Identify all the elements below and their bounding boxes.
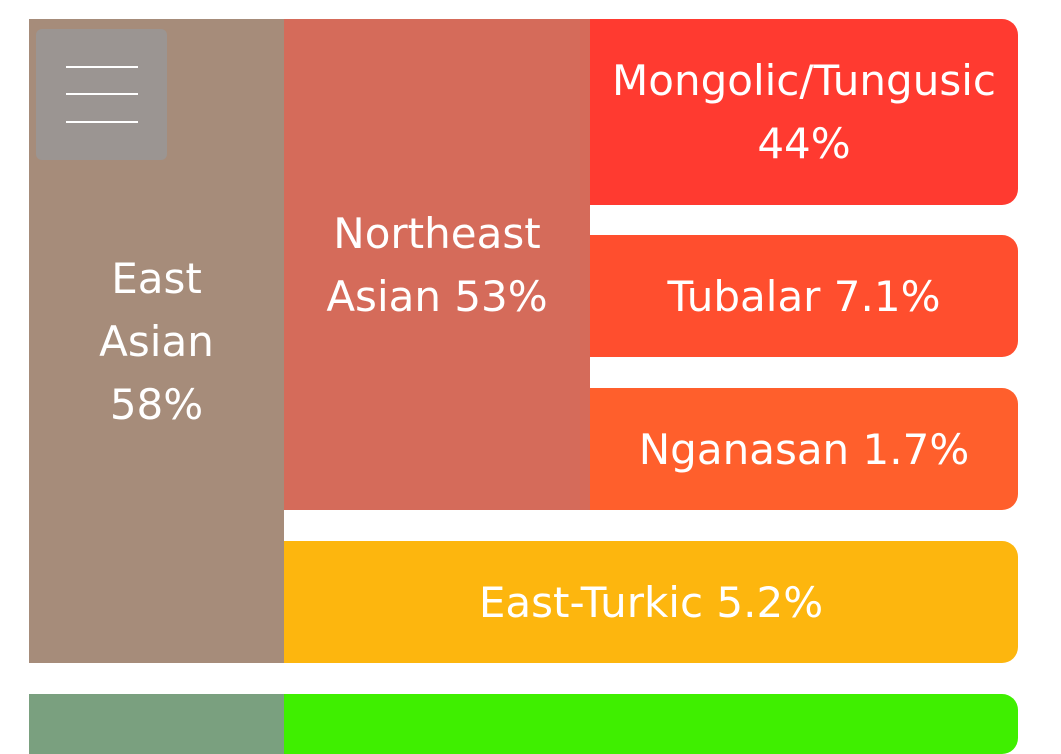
region-label: Northeast Asian 53% <box>326 208 548 321</box>
region-block[interactable]: Northeast Asian 53% <box>284 19 590 510</box>
region-block[interactable] <box>284 694 1018 754</box>
region-label: Nganasan 1.7% <box>638 424 970 474</box>
region-label: Tubalar 7.1% <box>667 271 941 321</box>
menu-button[interactable] <box>36 29 167 160</box>
region-label: East Asian 58% <box>99 253 214 429</box>
region-label: Mongolic/Tungusic 44% <box>612 56 996 168</box>
page: East Asian 58% Northeast Asian 53% Mongo… <box>29 19 1018 754</box>
region-block[interactable] <box>29 694 284 754</box>
region-label: East-Turkic 5.2% <box>478 577 824 627</box>
region-block[interactable]: Mongolic/Tungusic 44% <box>590 19 1018 205</box>
region-block[interactable]: East-Turkic 5.2% <box>284 541 1018 663</box>
region-block[interactable]: Tubalar 7.1% <box>590 235 1018 357</box>
region-block[interactable]: Nganasan 1.7% <box>590 388 1018 510</box>
